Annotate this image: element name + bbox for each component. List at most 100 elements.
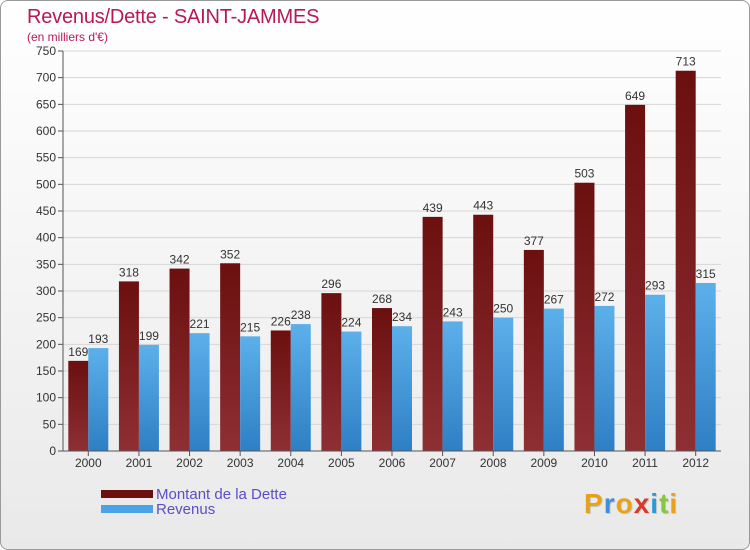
legend-label-revenus: Revenus	[156, 501, 216, 518]
x-tick-label: 2002	[176, 456, 203, 470]
bar-dette-2010	[574, 182, 595, 451]
data-label-revenus-2004: 238	[291, 308, 311, 322]
bar-revenus-2001	[138, 344, 159, 451]
legend-label-dette: Montant de la Dette	[156, 486, 287, 503]
x-tick-label: 2006	[379, 456, 406, 470]
y-tick-label: 500	[36, 177, 56, 191]
data-label-revenus-2000: 193	[88, 332, 108, 346]
bar-revenus-2005	[341, 331, 362, 451]
data-label-dette-2010: 503	[574, 167, 594, 181]
data-label-dette-2002: 342	[170, 253, 190, 267]
bar-revenus-2010	[594, 305, 615, 451]
bar-revenus-2002	[189, 333, 210, 451]
y-tick-label: 200	[36, 337, 56, 351]
bar-dette-2006	[372, 308, 392, 451]
x-tick-label: 2009	[530, 456, 557, 470]
data-label-dette-2011: 649	[625, 89, 645, 103]
y-tick-label: 550	[36, 151, 56, 165]
chart-subtitle: (en milliers d'€)	[27, 30, 108, 44]
data-label-revenus-2011: 293	[645, 279, 665, 293]
y-tick-label: 600	[36, 124, 56, 138]
bar-revenus-2008	[493, 317, 514, 451]
y-tick-label: 450	[36, 204, 56, 218]
y-tick-label: 700	[36, 71, 56, 85]
bar-revenus-2006	[392, 326, 412, 451]
bar-dette-2001	[118, 281, 139, 451]
y-tick-label: 0	[49, 444, 56, 458]
bar-dette-2003	[220, 263, 241, 451]
logo-letter: i	[669, 488, 679, 519]
bar-dette-2002	[169, 268, 190, 451]
data-label-dette-2007: 439	[423, 201, 443, 215]
data-label-dette-2003: 352	[220, 247, 240, 261]
data-label-revenus-2007: 243	[443, 305, 463, 319]
bar-revenus-2003	[240, 336, 261, 451]
y-tick-label: 100	[36, 391, 56, 405]
y-tick-label: 400	[36, 231, 56, 245]
y-tick-label: 300	[36, 284, 56, 298]
bar-dette-2007	[422, 216, 443, 451]
logo-letter: x	[633, 488, 651, 519]
x-tick-label: 2005	[328, 456, 355, 470]
y-axis: 0 50 100 150 200 250 300 350 400 450 500 550 600 650 7…	[36, 44, 64, 458]
data-label-revenus-2009: 267	[544, 293, 564, 307]
bar-revenus-2000	[88, 348, 109, 451]
data-label-revenus-2001: 199	[139, 329, 159, 343]
bar-dette-2011	[625, 104, 646, 451]
data-label-revenus-2003: 215	[240, 320, 260, 334]
y-tick-label: 750	[36, 44, 56, 58]
bar-dette-2008	[473, 214, 494, 451]
proxiti-logo: Proxiti	[584, 488, 678, 520]
bar-dette-2012	[675, 70, 696, 451]
logo-letter: i	[650, 488, 660, 519]
data-label-revenus-2010: 272	[594, 290, 614, 304]
bar-revenus-2012	[695, 283, 716, 451]
bar-revenus-2007	[442, 321, 463, 451]
legend-swatch-dette	[101, 490, 153, 498]
x-tick-label: 2012	[682, 456, 709, 470]
data-label-dette-2004: 226	[271, 314, 291, 328]
bar-revenus-2004	[290, 324, 311, 451]
logo-letter: r	[603, 488, 616, 519]
data-label-dette-2006: 268	[372, 292, 392, 306]
x-tick-label: 2007	[429, 456, 456, 470]
x-tick-label: 2001	[126, 456, 153, 470]
x-tick-label: 2011	[632, 456, 658, 470]
chart-title: Revenus/Dette - SAINT-JAMMES	[27, 6, 320, 28]
bar-dette-2004	[270, 330, 291, 451]
logo-letter: t	[659, 488, 670, 519]
bar-dette-2005	[321, 293, 342, 451]
bar-revenus-2009	[543, 308, 564, 451]
x-tick-label: 2004	[277, 456, 304, 470]
data-label-dette-2005: 296	[321, 277, 341, 291]
y-tick-label: 50	[43, 417, 57, 431]
data-label-revenus-2002: 221	[190, 317, 210, 331]
legend-swatch-revenus	[101, 505, 153, 513]
data-label-revenus-2012: 315	[696, 267, 716, 281]
data-label-revenus-2006: 234	[392, 310, 412, 324]
data-label-dette-2009: 377	[524, 234, 544, 248]
data-label-dette-2012: 713	[676, 55, 696, 69]
x-tick-label: 2010	[581, 456, 608, 470]
data-label-revenus-2008: 250	[493, 302, 513, 316]
x-axis: 2000 2001 2002 2003 2004 2005 2006 2007 2008 2009…	[63, 450, 721, 470]
data-label-dette-2000: 169	[68, 345, 88, 359]
bar-dette-2000	[68, 360, 89, 451]
logo-letter: o	[615, 488, 634, 519]
y-tick-label: 650	[36, 97, 56, 111]
y-tick-label: 150	[36, 364, 56, 378]
bar-revenus-2011	[645, 294, 666, 451]
y-tick-label: 350	[36, 257, 56, 271]
x-tick-label: 2008	[480, 456, 507, 470]
data-label-dette-2001: 318	[119, 265, 139, 279]
x-tick-label: 2003	[227, 456, 254, 470]
bar-dette-2009	[523, 249, 544, 451]
logo-letter: P	[584, 488, 604, 519]
x-tick-label: 2000	[75, 456, 102, 470]
data-label-dette-2008: 443	[473, 199, 493, 213]
data-label-revenus-2005: 224	[341, 316, 361, 330]
y-tick-label: 250	[36, 311, 56, 325]
